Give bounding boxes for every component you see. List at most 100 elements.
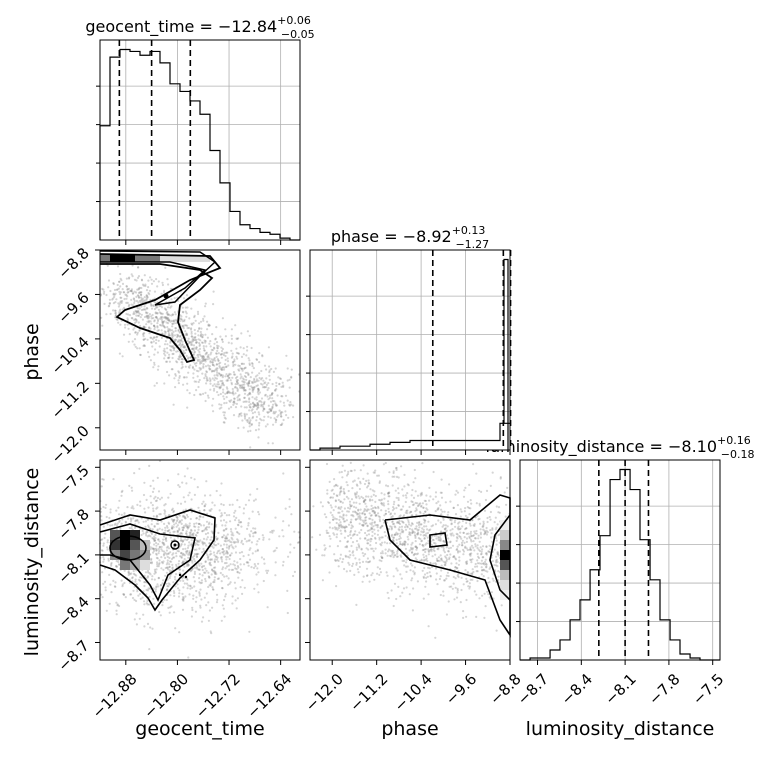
sample-point	[424, 534, 428, 537]
sample-point	[422, 576, 425, 580]
sample-point	[213, 370, 216, 373]
sample-point	[158, 345, 161, 348]
sample-point	[218, 386, 221, 389]
sample-point	[496, 551, 499, 554]
sample-point	[176, 530, 179, 533]
sample-point	[222, 391, 225, 394]
sample-point	[470, 534, 473, 538]
sample-point	[153, 384, 156, 387]
density-cell	[130, 550, 140, 560]
sample-point	[155, 549, 158, 552]
sample-point	[120, 490, 123, 494]
sample-point	[112, 282, 115, 286]
sample-point	[207, 355, 210, 358]
sample-point	[212, 359, 215, 362]
sample-point	[216, 374, 219, 377]
sample-point	[189, 343, 193, 346]
sample-point	[256, 374, 259, 377]
sample-point	[143, 332, 146, 335]
sample-point	[240, 541, 243, 544]
sample-point	[343, 526, 347, 529]
sample-point	[444, 562, 447, 565]
sample-point	[436, 547, 439, 551]
sample-point	[168, 583, 171, 586]
sample-point	[187, 337, 190, 340]
sample-point	[442, 594, 445, 597]
sample-point	[212, 551, 216, 554]
sample-point	[254, 565, 257, 568]
sample-point	[117, 321, 120, 324]
sample-point	[400, 530, 403, 534]
sample-point	[244, 375, 248, 379]
sample-point	[150, 303, 153, 307]
sample-point	[212, 389, 216, 392]
sample-point	[175, 519, 178, 523]
sample-point	[155, 336, 158, 339]
sample-point	[156, 335, 159, 338]
sample-point	[121, 583, 124, 586]
sample-point	[130, 289, 133, 293]
sample-point	[374, 537, 377, 540]
sample-point	[135, 574, 138, 577]
sample-point	[485, 526, 488, 530]
sample-point	[236, 382, 239, 386]
sample-point	[450, 562, 453, 565]
sample-point	[148, 464, 151, 467]
sample-point	[120, 579, 123, 582]
sample-point	[370, 527, 373, 530]
sample-point	[153, 572, 156, 575]
sample-point	[194, 319, 197, 322]
sample-point	[469, 538, 472, 541]
sample-point	[200, 581, 203, 584]
sample-point	[248, 409, 251, 412]
sample-point	[176, 516, 179, 519]
sample-point	[158, 540, 161, 543]
sample-point	[185, 538, 189, 542]
sample-point	[221, 548, 224, 551]
sample-point	[187, 656, 190, 659]
sample-point	[446, 534, 449, 537]
sample-point	[251, 388, 254, 392]
sample-point	[337, 507, 340, 510]
sample-point	[252, 367, 255, 370]
sample-point	[117, 560, 120, 564]
sample-point	[185, 312, 188, 315]
sample-point	[280, 395, 283, 398]
sample-point	[138, 307, 141, 310]
sample-point	[469, 524, 472, 527]
sample-point	[168, 556, 171, 560]
sample-point	[387, 597, 390, 600]
sample-point	[272, 403, 275, 406]
sample-point	[420, 493, 424, 496]
sample-point	[245, 378, 248, 381]
sample-point	[423, 533, 426, 537]
sample-point	[335, 518, 338, 521]
sample-point	[374, 506, 377, 510]
sample-point	[119, 277, 122, 280]
sample-point	[162, 531, 165, 535]
sample-point	[465, 532, 468, 536]
sample-point	[257, 406, 260, 409]
sample-point	[248, 392, 251, 395]
panel-frame	[309, 249, 511, 451]
sample-point	[472, 570, 475, 574]
sample-point	[374, 494, 377, 498]
sample-point	[190, 569, 193, 572]
sample-point	[223, 366, 226, 369]
sample-point	[435, 572, 438, 575]
sample-point	[496, 560, 499, 564]
sample-point	[202, 524, 205, 527]
sample-point	[167, 313, 170, 316]
sample-point	[171, 553, 174, 556]
sample-point	[429, 495, 432, 498]
sample-point	[336, 484, 339, 487]
sample-point	[357, 543, 360, 546]
sample-point	[198, 522, 201, 526]
sample-point	[247, 499, 251, 502]
sample-point	[235, 347, 238, 350]
sample-point	[183, 376, 186, 379]
sample-point	[399, 543, 402, 546]
sample-point	[422, 575, 425, 578]
sample-point	[165, 536, 168, 539]
sample-point	[495, 505, 498, 508]
